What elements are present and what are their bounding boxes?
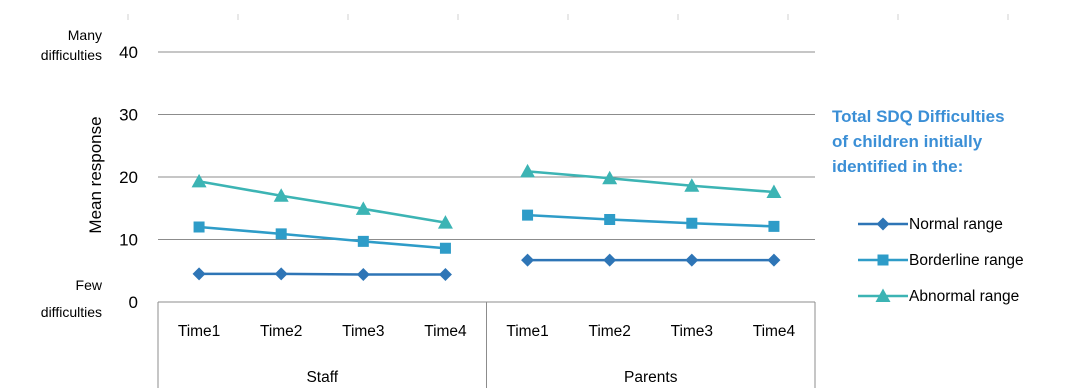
legend-item: Abnormal range	[858, 288, 1019, 305]
data-point	[766, 184, 782, 198]
x-tick-label: Time2	[588, 323, 631, 340]
series-line	[527, 170, 775, 194]
x-tick-label: Time1	[178, 323, 221, 340]
data-point	[193, 221, 205, 233]
legend-item: Borderline range	[858, 252, 1024, 269]
data-point	[520, 163, 536, 178]
data-point	[273, 188, 289, 202]
series-normal-range	[192, 253, 781, 281]
y-top-label-line2: difficulties	[41, 47, 102, 63]
category-axis: Time1 Time2 Time3 Time4 Staff Time1 Time2 Time3…	[157, 301, 816, 388]
legend: Total SDQ Difficulties of children initia…	[832, 107, 1024, 305]
data-point	[686, 217, 698, 229]
data-point	[357, 235, 369, 247]
y-tick-label: 30	[119, 106, 138, 125]
data-point	[768, 220, 780, 232]
legend-label: Normal range	[909, 216, 1003, 233]
legend-marker	[875, 288, 891, 302]
legend-marker	[876, 217, 890, 231]
data-point	[191, 173, 207, 188]
y-tick-label: 20	[119, 168, 138, 187]
x-tick-label: Time3	[342, 323, 385, 340]
legend-title-line: identified in the:	[832, 157, 963, 176]
y-axis-title: Mean response	[86, 116, 105, 233]
data-point	[437, 215, 453, 229]
x-tick-label: Time2	[260, 323, 303, 340]
data-point	[355, 201, 371, 215]
data-point	[356, 268, 370, 281]
y-tick-label: 10	[119, 231, 138, 250]
data-point	[604, 214, 616, 225]
series-layer	[191, 163, 782, 281]
series-line	[527, 213, 774, 228]
y-bottom-label-line1: Few	[76, 277, 103, 293]
data-point	[274, 267, 288, 281]
data-point	[767, 253, 781, 267]
data-point	[521, 253, 535, 267]
legend-label: Abnormal range	[909, 288, 1019, 305]
data-point	[438, 268, 452, 281]
data-point	[192, 267, 206, 281]
data-point	[439, 242, 451, 254]
series-line	[198, 225, 446, 250]
data-point	[603, 253, 617, 267]
data-point	[522, 209, 534, 221]
series-abnormal-range	[191, 163, 782, 229]
x-tick-label: Time3	[671, 323, 714, 340]
x-tick-label: Time4	[424, 323, 467, 340]
y-bottom-label-line2: difficulties	[41, 304, 102, 320]
y-top-label-line1: Many	[68, 27, 102, 43]
x-group-label: Staff	[306, 369, 338, 386]
y-axis: 0 10 20 30 40 Many difficulties Few difficulties…	[41, 27, 138, 320]
y-tick-label: 40	[119, 43, 138, 62]
legend-marker	[877, 254, 889, 266]
y-tick-label: 0	[129, 293, 138, 312]
legend-item: Normal range	[858, 216, 1003, 233]
legend-title-line: Total SDQ Difficulties	[832, 107, 1005, 126]
data-point	[684, 178, 700, 192]
x-tick-label: Time1	[506, 323, 549, 340]
data-point	[685, 253, 699, 267]
series-line	[199, 272, 446, 276]
data-point	[275, 228, 287, 240]
gridlines	[127, 14, 1009, 240]
legend-title-line: of children initially	[832, 132, 983, 151]
x-tick-label: Time4	[753, 323, 796, 340]
series-line	[198, 180, 446, 224]
legend-label: Borderline range	[909, 252, 1024, 269]
data-point	[602, 170, 618, 185]
x-group-label: Parents	[624, 369, 678, 386]
series-borderline-range	[193, 209, 780, 254]
